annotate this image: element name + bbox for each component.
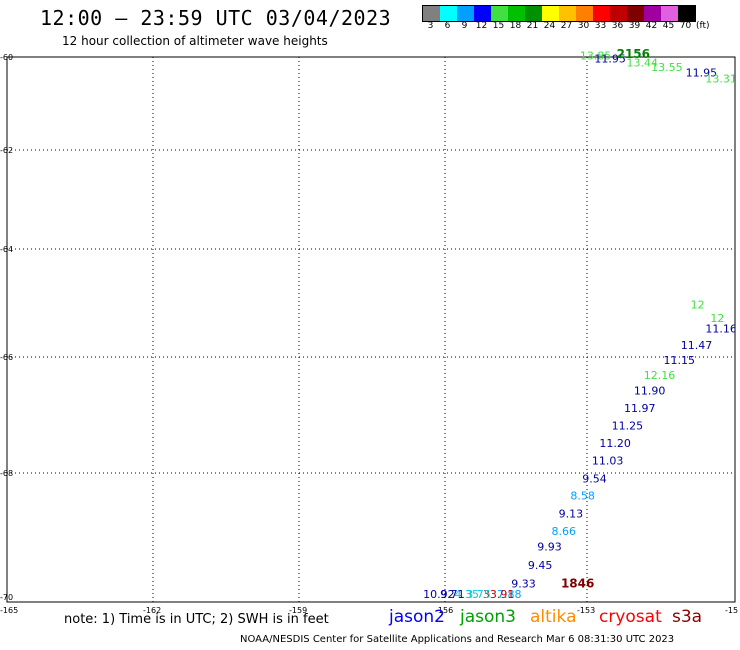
swh-value: 11.15 (663, 354, 695, 367)
legend-label: 42 (645, 21, 658, 31)
swh-value: 9.33 (511, 578, 536, 591)
swh-value: 11.47 (681, 339, 713, 352)
swh-value: 13.44 (626, 56, 658, 69)
footer-credit: NOAA/NESDIS Center for Satellite Applica… (240, 634, 675, 645)
swh-value: 2156 (617, 47, 650, 61)
sat-jason3: jason3 (460, 607, 516, 627)
swh-value: 8.58 (570, 490, 595, 503)
legend-swatch (508, 6, 525, 21)
legend-swatch (474, 6, 491, 21)
lat-label: -68 (0, 469, 13, 478)
legend-swatch (525, 6, 542, 21)
lon-label: -156 (435, 606, 453, 615)
sat-cryosat: cryosat (599, 607, 662, 627)
swh-value: 9.45 (528, 559, 553, 572)
legend-label: 21 (526, 21, 539, 31)
legend-label: 30 (577, 21, 590, 31)
swh-value: 13.85 (580, 49, 612, 62)
swh-value: 12 (691, 298, 705, 311)
legend-label: 27 (560, 21, 573, 31)
legend-swatch (593, 6, 610, 21)
swh-value: 1846 (561, 577, 594, 591)
swh-value: 11.97 (624, 402, 656, 415)
sat-jason2: jason2 (389, 607, 445, 627)
legend-label: 18 (509, 21, 522, 31)
lon-label: -15 (725, 606, 738, 615)
lat-label: -64 (0, 245, 13, 254)
swh-value: 11.95 (594, 53, 626, 66)
legend-swatch (644, 6, 661, 21)
sat-altika: altika (530, 607, 577, 627)
lat-label: -60 (0, 53, 13, 62)
swh-value: 11.90 (634, 385, 666, 398)
legend-swatch (457, 6, 474, 21)
swh-value: 9.54 (582, 472, 607, 485)
legend-swatch (491, 6, 508, 21)
swh-value: 8.66 (552, 525, 577, 538)
legend-swatch (423, 6, 440, 21)
lon-label: -159 (289, 606, 307, 615)
swh-value: 12 (710, 312, 724, 325)
legend-swatch (661, 6, 678, 21)
swh-value: 13.55 (651, 61, 683, 74)
map-frame (6, 56, 736, 603)
legend-label: 6 (444, 21, 451, 31)
swh-value: 11.20 (599, 437, 631, 450)
swh-value: 11.03 (592, 454, 624, 467)
lon-label: -165 (0, 606, 18, 615)
legend-label: 24 (543, 21, 556, 31)
color-legend-labels: 3 6 9 12 15 18 21 24 27 30 33 36 39 42 45 70 (ft) (422, 21, 722, 31)
legend-label: 39 (628, 21, 641, 31)
lon-label: -162 (143, 606, 161, 615)
legend-swatch (678, 6, 695, 21)
legend-label: 70 (679, 21, 692, 31)
lat-label: -66 (0, 353, 13, 362)
legend-swatch (559, 6, 576, 21)
swh-value: 3.75 (466, 588, 491, 601)
legend-label: 9 (461, 21, 468, 31)
swh-value: 9.93 (537, 541, 562, 554)
swh-value: 13.31 (705, 73, 737, 86)
swh-value: 33.91 (483, 588, 515, 601)
legend-label: 12 (475, 21, 488, 31)
legend-swatch (542, 6, 559, 21)
legend-label: 33 (594, 21, 607, 31)
color-legend (422, 5, 696, 22)
swh-value: 10.92 (423, 588, 455, 601)
legend-swatch (440, 6, 457, 21)
lat-label: -70 (0, 593, 13, 602)
lon-label: -153 (577, 606, 595, 615)
legend-swatch (576, 6, 593, 21)
swh-value: 9.71 (440, 588, 465, 601)
swh-value: 11.16 (705, 323, 737, 336)
sat-s3a: s3a (672, 607, 703, 627)
legend-label: 3 (427, 21, 434, 31)
page-title: 12:00 — 23:59 UTC 03/04/2023 (40, 6, 392, 30)
legend-swatch (610, 6, 627, 21)
swh-value: 9.13 (559, 508, 584, 521)
legend-swatch (627, 6, 644, 21)
swh-value: 4.35 (454, 588, 479, 601)
legend-label: 15 (492, 21, 505, 31)
lat-label: -62 (0, 146, 13, 155)
legend-label: 36 (611, 21, 624, 31)
swh-value: 11.95 (686, 67, 718, 80)
legend-unit: (ft) (696, 21, 710, 31)
page-subtitle: 12 hour collection of altimeter wave hei… (62, 34, 328, 48)
swh-value: 13.28 (735, 80, 740, 93)
swh-value: 12.16 (644, 369, 676, 382)
footer-note: note: 1) Time is in UTC; 2) SWH is in fe… (64, 612, 329, 627)
swh-value: 7.88 (497, 588, 521, 601)
legend-label: 45 (662, 21, 675, 31)
swh-value: 11.25 (612, 420, 644, 433)
